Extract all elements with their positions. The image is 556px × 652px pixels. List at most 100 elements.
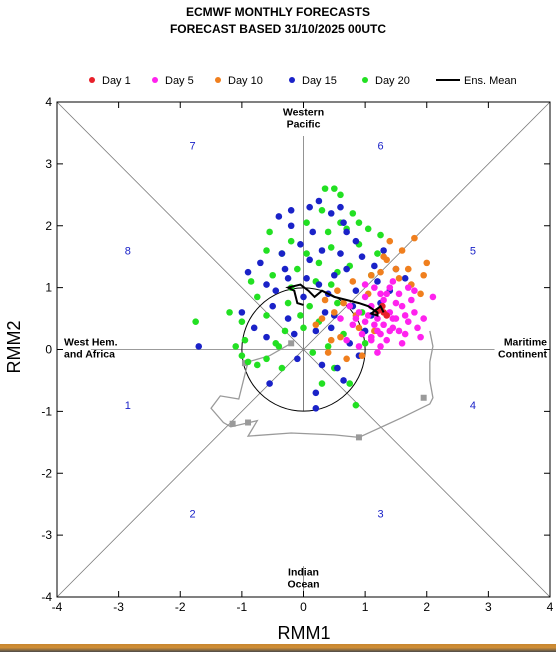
point-day-15 <box>352 237 360 245</box>
point-day-10 <box>334 287 341 295</box>
point-day-20 <box>331 185 338 192</box>
point-day-1 <box>383 312 390 319</box>
point-day-15 <box>303 275 310 282</box>
point-day-20 <box>278 364 286 372</box>
point-day-15 <box>315 281 323 288</box>
observed-track <box>210 330 434 441</box>
point-day-5 <box>383 336 390 344</box>
point-day-5 <box>380 296 387 304</box>
point-day-20 <box>238 352 246 359</box>
point-day-5 <box>389 278 397 285</box>
point-day-20 <box>346 380 354 387</box>
point-day-10 <box>331 309 338 316</box>
region-label-west-hem-africa: and Africa <box>64 349 115 361</box>
legend-label: Day 10 <box>228 75 263 87</box>
y-axis-label: RMM2 <box>4 321 24 374</box>
point-day-15 <box>275 213 283 220</box>
point-day-15 <box>334 364 341 372</box>
point-day-20 <box>321 185 329 192</box>
point-day-10 <box>355 324 363 332</box>
point-day-5 <box>374 315 381 322</box>
observed-marker <box>420 394 427 401</box>
point-day-15 <box>306 203 313 211</box>
legend-marker <box>362 77 368 83</box>
point-day-20 <box>364 225 372 233</box>
point-day-20 <box>303 219 310 226</box>
point-day-5 <box>414 324 421 332</box>
point-day-20 <box>247 278 255 285</box>
point-day-15 <box>284 315 292 322</box>
point-day-15 <box>238 309 246 316</box>
point-day-15 <box>272 287 280 295</box>
point-day-20 <box>355 219 363 226</box>
point-day-15 <box>315 197 323 205</box>
point-day-20 <box>192 318 199 325</box>
point-day-20 <box>309 349 317 356</box>
x-tick-label: 2 <box>423 600 430 614</box>
legend-label: Day 20 <box>375 75 410 87</box>
point-day-15 <box>343 265 350 273</box>
point-day-5 <box>361 318 369 325</box>
x-tick-label: -2 <box>175 600 186 614</box>
point-day-5 <box>408 296 415 304</box>
phase-label: 5 <box>470 246 476 258</box>
x-tick-label: -1 <box>237 600 248 614</box>
y-tick-label: 3 <box>45 157 52 171</box>
point-day-20 <box>318 206 326 214</box>
x-tick-label: 0 <box>300 600 307 614</box>
point-day-15 <box>318 247 326 254</box>
observed-marker <box>241 360 248 367</box>
point-day-5 <box>377 290 384 298</box>
point-day-10 <box>411 234 418 242</box>
point-day-15 <box>263 281 270 288</box>
point-day-5 <box>371 321 378 329</box>
point-day-5 <box>395 290 403 298</box>
point-day-15 <box>290 330 298 338</box>
point-day-5 <box>404 284 412 291</box>
legend-marker <box>89 77 95 83</box>
point-day-15 <box>278 250 286 257</box>
point-day-20 <box>226 309 233 316</box>
point-day-5 <box>361 293 369 301</box>
region-label-west-hem-africa: West Hem. <box>64 337 118 349</box>
point-day-20 <box>297 312 304 319</box>
point-day-15 <box>374 278 381 285</box>
point-day-15 <box>312 327 320 335</box>
point-day-5 <box>349 321 357 329</box>
observed-marker <box>245 419 252 426</box>
point-day-5 <box>380 321 387 329</box>
point-day-10 <box>395 275 403 282</box>
point-day-20 <box>352 401 360 409</box>
point-day-5 <box>337 315 344 322</box>
point-day-20 <box>327 281 335 288</box>
ensemble-members <box>192 185 437 412</box>
point-day-20 <box>349 210 357 217</box>
point-day-5 <box>374 349 381 356</box>
legend-marker <box>215 77 221 83</box>
point-day-15 <box>343 228 350 236</box>
phase-dividers <box>56 101 551 598</box>
observed-marker <box>288 340 295 347</box>
point-day-20 <box>244 358 252 366</box>
ensemble-mean <box>285 283 385 317</box>
point-day-15 <box>309 228 317 236</box>
point-day-15 <box>380 247 387 254</box>
point-day-15 <box>195 343 203 350</box>
x-tick-label: 3 <box>485 600 492 614</box>
y-tick-label: -3 <box>41 528 52 542</box>
point-day-10 <box>340 299 347 307</box>
point-day-15 <box>287 206 295 214</box>
point-day-20 <box>377 231 384 239</box>
point-day-5 <box>371 284 378 291</box>
point-day-5 <box>398 302 406 310</box>
bottom-border <box>0 644 556 652</box>
x-axis-label: RMM1 <box>278 623 331 643</box>
observed-marker <box>355 434 362 441</box>
point-day-15 <box>358 253 366 260</box>
chart-legend: Day 1 Day 5 Day 10 Day 15 Day 20 Ens. Mean <box>89 75 517 87</box>
point-day-15 <box>352 287 360 295</box>
region-label-maritime-continent: Continent <box>498 349 547 361</box>
point-day-15 <box>312 404 320 412</box>
point-day-15 <box>327 210 335 217</box>
